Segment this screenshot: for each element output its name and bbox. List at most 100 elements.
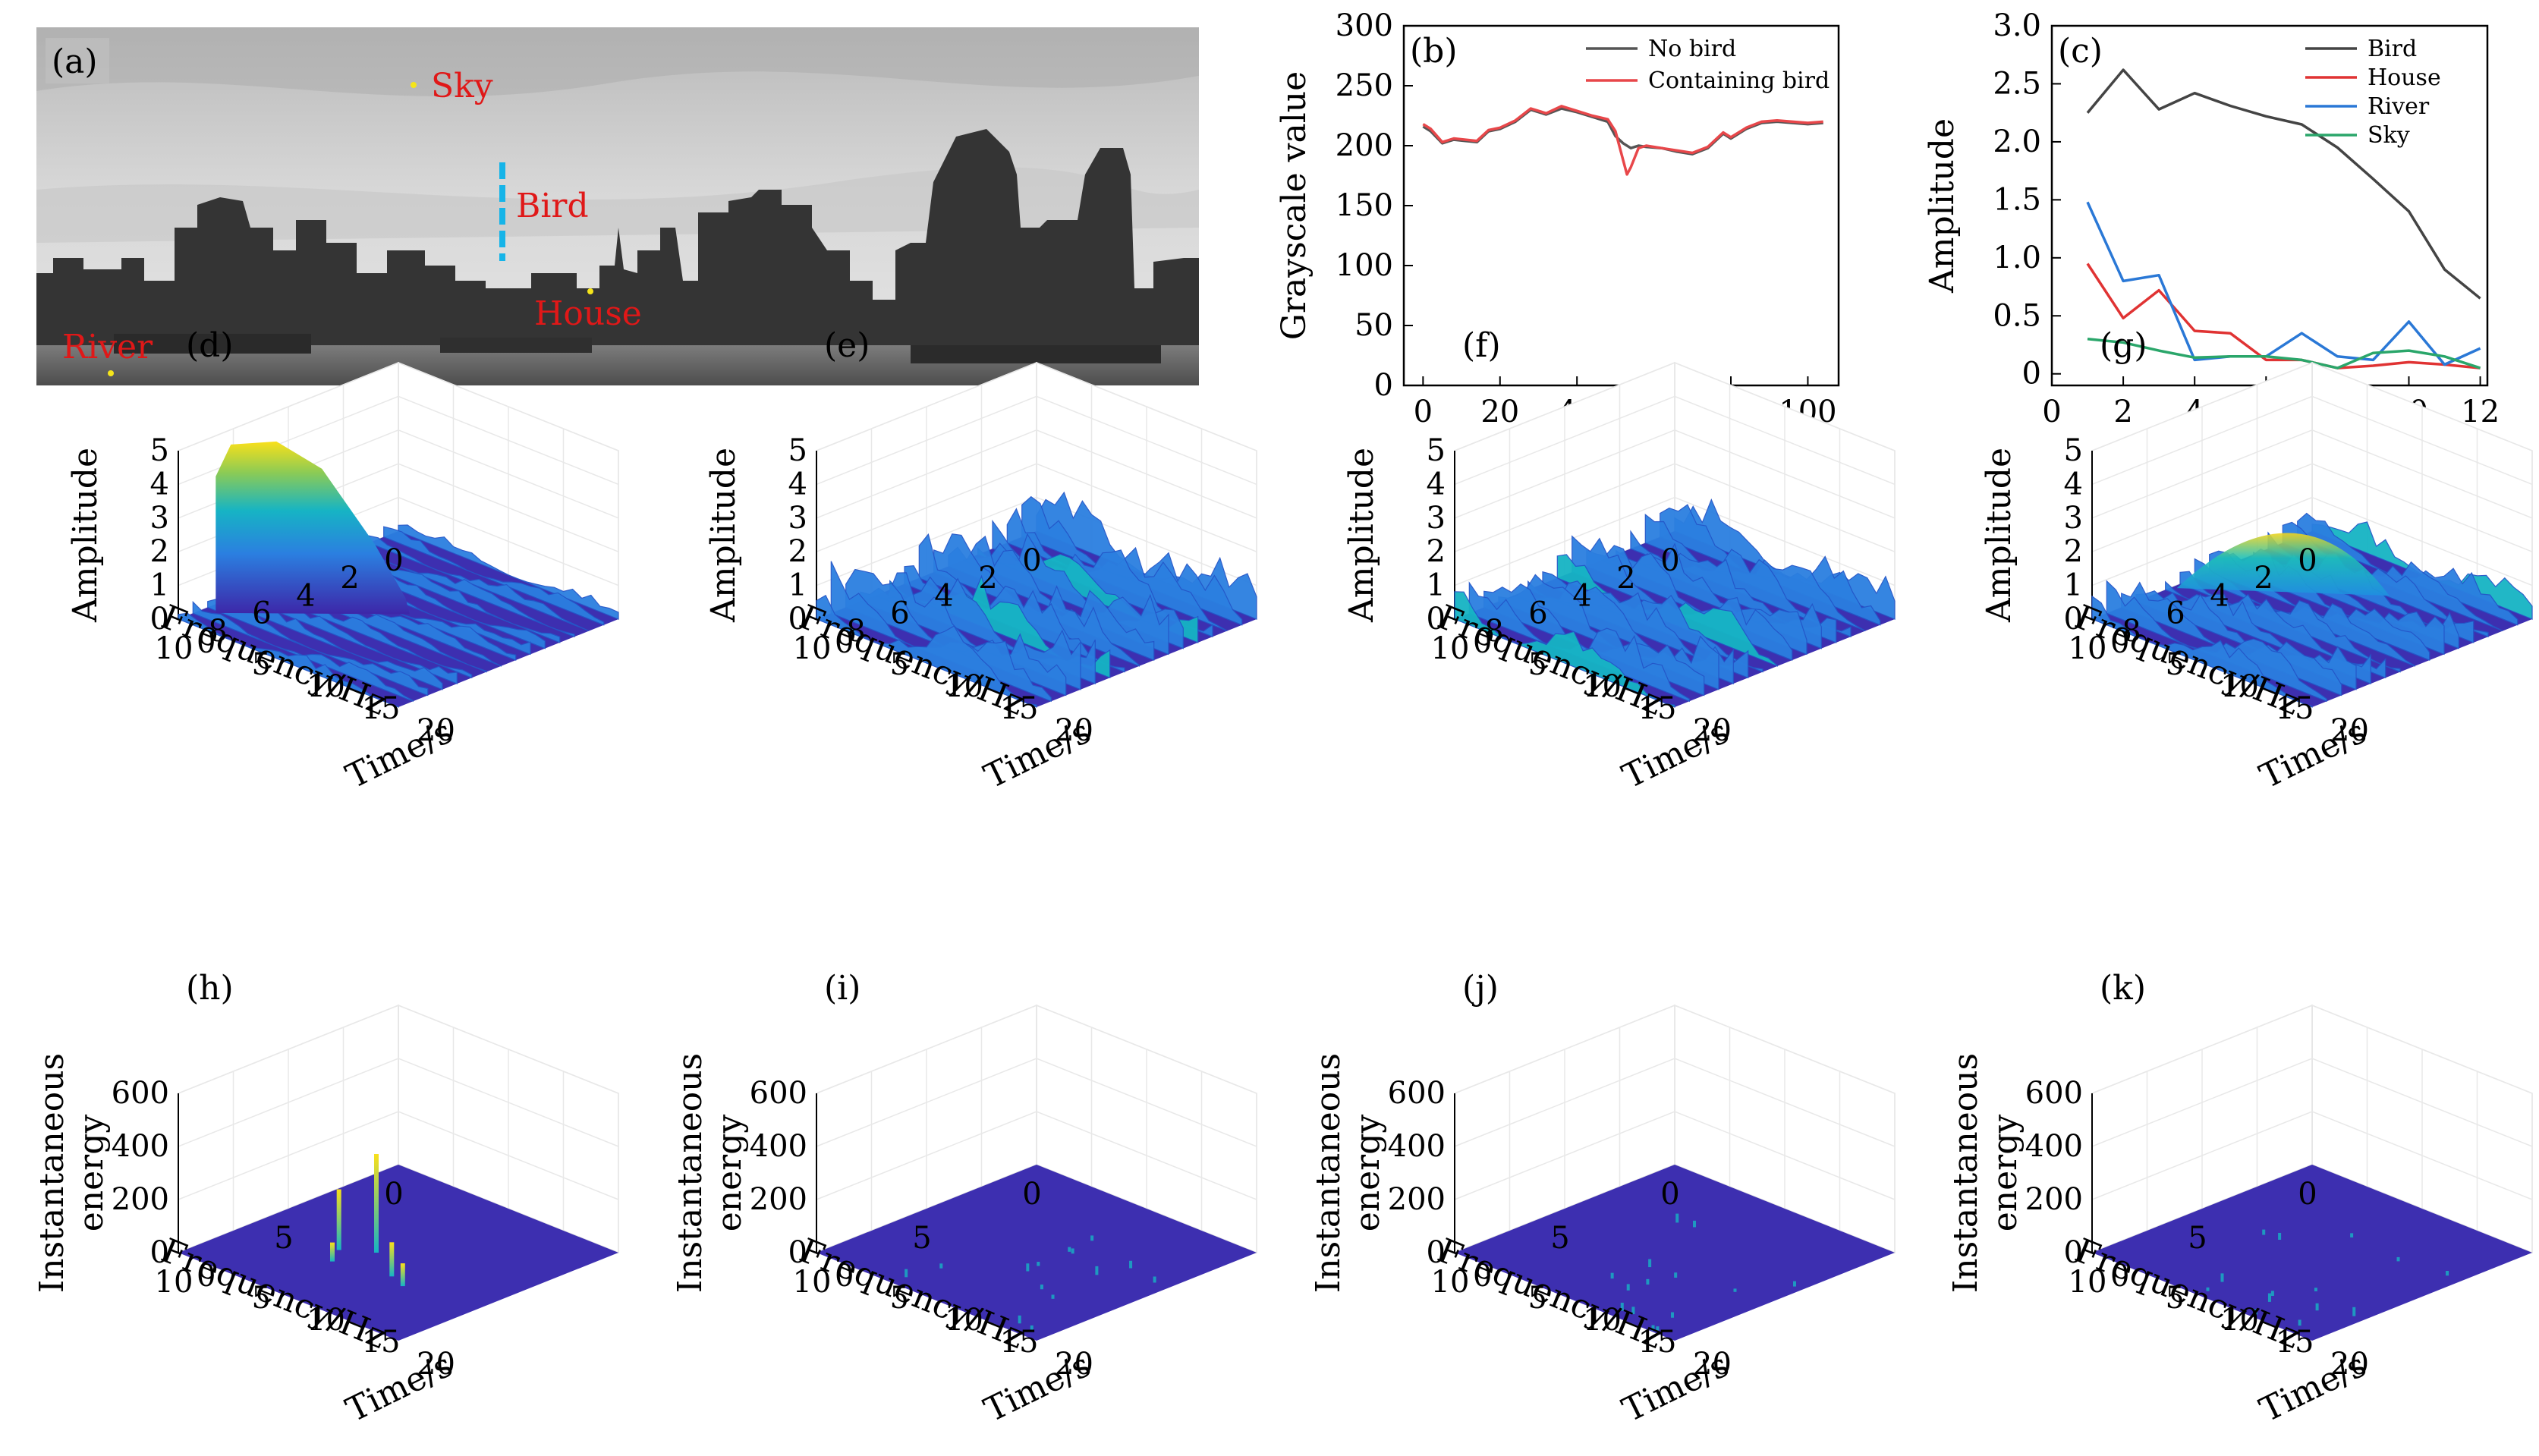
time-tick-label: 5 — [890, 647, 909, 682]
energy-speck — [1631, 1307, 1635, 1315]
energy-speck — [1646, 1278, 1650, 1285]
y-tick-label: 50 — [1354, 308, 1393, 343]
z-axis-title-line1: Instantaneous — [1946, 1053, 1985, 1293]
z-gridline — [1454, 463, 1896, 552]
z-gridline — [816, 429, 1257, 519]
z-gridline — [178, 1058, 619, 1147]
y-tick-label: 0 — [1374, 368, 1393, 403]
z-tick-label: 2 — [2064, 534, 2083, 569]
z-gridline — [178, 1111, 619, 1200]
time-tick-label: 20 — [2330, 1347, 2369, 1382]
z-tick-label: 5 — [1427, 433, 1446, 468]
energy-spike — [374, 1154, 379, 1253]
z-tick-label: 4 — [1427, 467, 1446, 502]
z-axis-title-line2: energy — [1348, 1115, 1387, 1232]
z-tick-label: 400 — [1388, 1129, 1446, 1164]
house-label: House — [534, 294, 642, 333]
z-gridline — [816, 1111, 1257, 1200]
time-tick-label: 10 — [2220, 669, 2259, 704]
y-tick-label: 100 — [1336, 248, 1393, 283]
river-label: River — [62, 328, 153, 366]
sky-label: Sky — [431, 67, 493, 105]
x-tick-label: 2 — [2113, 395, 2132, 429]
energy-speck — [2254, 1309, 2257, 1315]
energy-speck — [1674, 1272, 1678, 1278]
surface-base — [1455, 1165, 1895, 1341]
frequency-tick-label: 5 — [2188, 1221, 2207, 1256]
z-tick-label: 2 — [788, 534, 807, 569]
house-point — [587, 288, 593, 294]
frequency-tick-label: 8 — [846, 614, 865, 649]
z-tick-label: 200 — [112, 1182, 169, 1217]
z-tick-label: 4 — [2064, 467, 2083, 502]
bird-label: Bird — [516, 187, 589, 225]
z-axis-title-line1: Instantaneous — [1309, 1053, 1348, 1293]
frequency-tick-label: 2 — [2254, 561, 2273, 596]
time-tick-label: 10 — [2220, 1303, 2259, 1338]
z-tick-label: 3 — [1427, 501, 1446, 536]
energy-speck — [1648, 1259, 1652, 1268]
frequency-tick-label: 4 — [2210, 578, 2229, 613]
z-axis-title-line1: Instantaneous — [671, 1053, 709, 1293]
surface-panel-h: 0200400600105005101520Frequency/HzTime/s… — [33, 969, 619, 1429]
energy-speck — [2270, 1291, 2274, 1296]
frequency-tick-label: 10 — [793, 631, 832, 666]
z-tick-label: 1 — [150, 568, 169, 603]
energy-speck — [2350, 1233, 2354, 1237]
time-tick-label: 0 — [2110, 1259, 2129, 1294]
frequency-tick-label: 4 — [1572, 578, 1591, 613]
series-line-bird — [2086, 68, 2481, 300]
frequency-tick-label: 0 — [1022, 543, 1041, 578]
energy-speck — [2315, 1303, 2319, 1311]
z-axis-title: Amplitude — [704, 448, 743, 623]
frequency-tick-label: 0 — [384, 543, 403, 578]
time-tick-label: 5 — [1528, 1281, 1547, 1316]
z-tick-label: 600 — [2025, 1076, 2083, 1111]
z-tick-label: 2 — [1427, 534, 1446, 569]
frequency-tick-label: 2 — [340, 561, 359, 596]
y-tick-label: 2.0 — [1993, 124, 2041, 159]
boat — [911, 345, 1161, 363]
time-tick-label: 5 — [890, 1281, 909, 1316]
surface-base — [178, 1165, 618, 1341]
z-tick-label: 200 — [750, 1182, 807, 1217]
panel-label: (k) — [2100, 969, 2146, 1008]
time-tick-label: 5 — [2166, 647, 2185, 682]
x-tick-label: 12 — [2461, 395, 2500, 429]
z-tick-label: 1 — [788, 568, 807, 603]
energy-spike — [330, 1242, 335, 1262]
surface-ridge — [368, 535, 590, 632]
frequency-tick-label: 10 — [793, 1265, 832, 1300]
time-tick-label: 0 — [197, 1259, 216, 1294]
z-tick-label: 3 — [788, 501, 807, 536]
y-tick-label: 0 — [2022, 357, 2041, 392]
time-tick-label: 15 — [1000, 691, 1039, 726]
energy-speck — [1626, 1284, 1630, 1291]
panel-label: (j) — [1462, 969, 1499, 1008]
z-axis-title-line2: energy — [72, 1115, 111, 1232]
frequency-tick-label: 0 — [384, 1177, 403, 1212]
energy-speck — [1090, 1235, 1094, 1241]
cloud-band — [36, 27, 1199, 97]
z-tick-label: 0 — [2064, 1235, 2083, 1270]
z-tick-label: 3 — [150, 501, 169, 536]
panel-label: (d) — [186, 326, 234, 365]
z-gridline — [1454, 395, 1896, 486]
energy-speck — [1037, 1262, 1040, 1266]
panel-label: (b) — [1410, 32, 1458, 71]
time-tick-label: 20 — [1693, 713, 1732, 748]
time-tick-label: 20 — [1055, 713, 1093, 748]
surface-panel-f: 012345108642005101520Frequency/HzTime/sA… — [1342, 326, 1896, 796]
y-tick-label: 200 — [1336, 128, 1393, 163]
surface-panel-k: 0200400600105005101520Frequency/HzTime/s… — [1946, 969, 2533, 1429]
energy-speck — [2446, 1270, 2449, 1276]
energy-speck — [1030, 1325, 1034, 1332]
panel-label: (e) — [824, 326, 870, 365]
surface-ridge — [2091, 595, 2313, 708]
energy-speck — [2267, 1293, 2271, 1302]
energy-speck — [1651, 1325, 1655, 1331]
frequency-tick-label: 5 — [1550, 1221, 1569, 1256]
z-axis-title: Amplitude — [1980, 448, 2018, 623]
time-tick-label: 5 — [1528, 647, 1547, 682]
surface-panel-g: 012345108642005101520Frequency/HzTime/sA… — [1980, 326, 2533, 796]
